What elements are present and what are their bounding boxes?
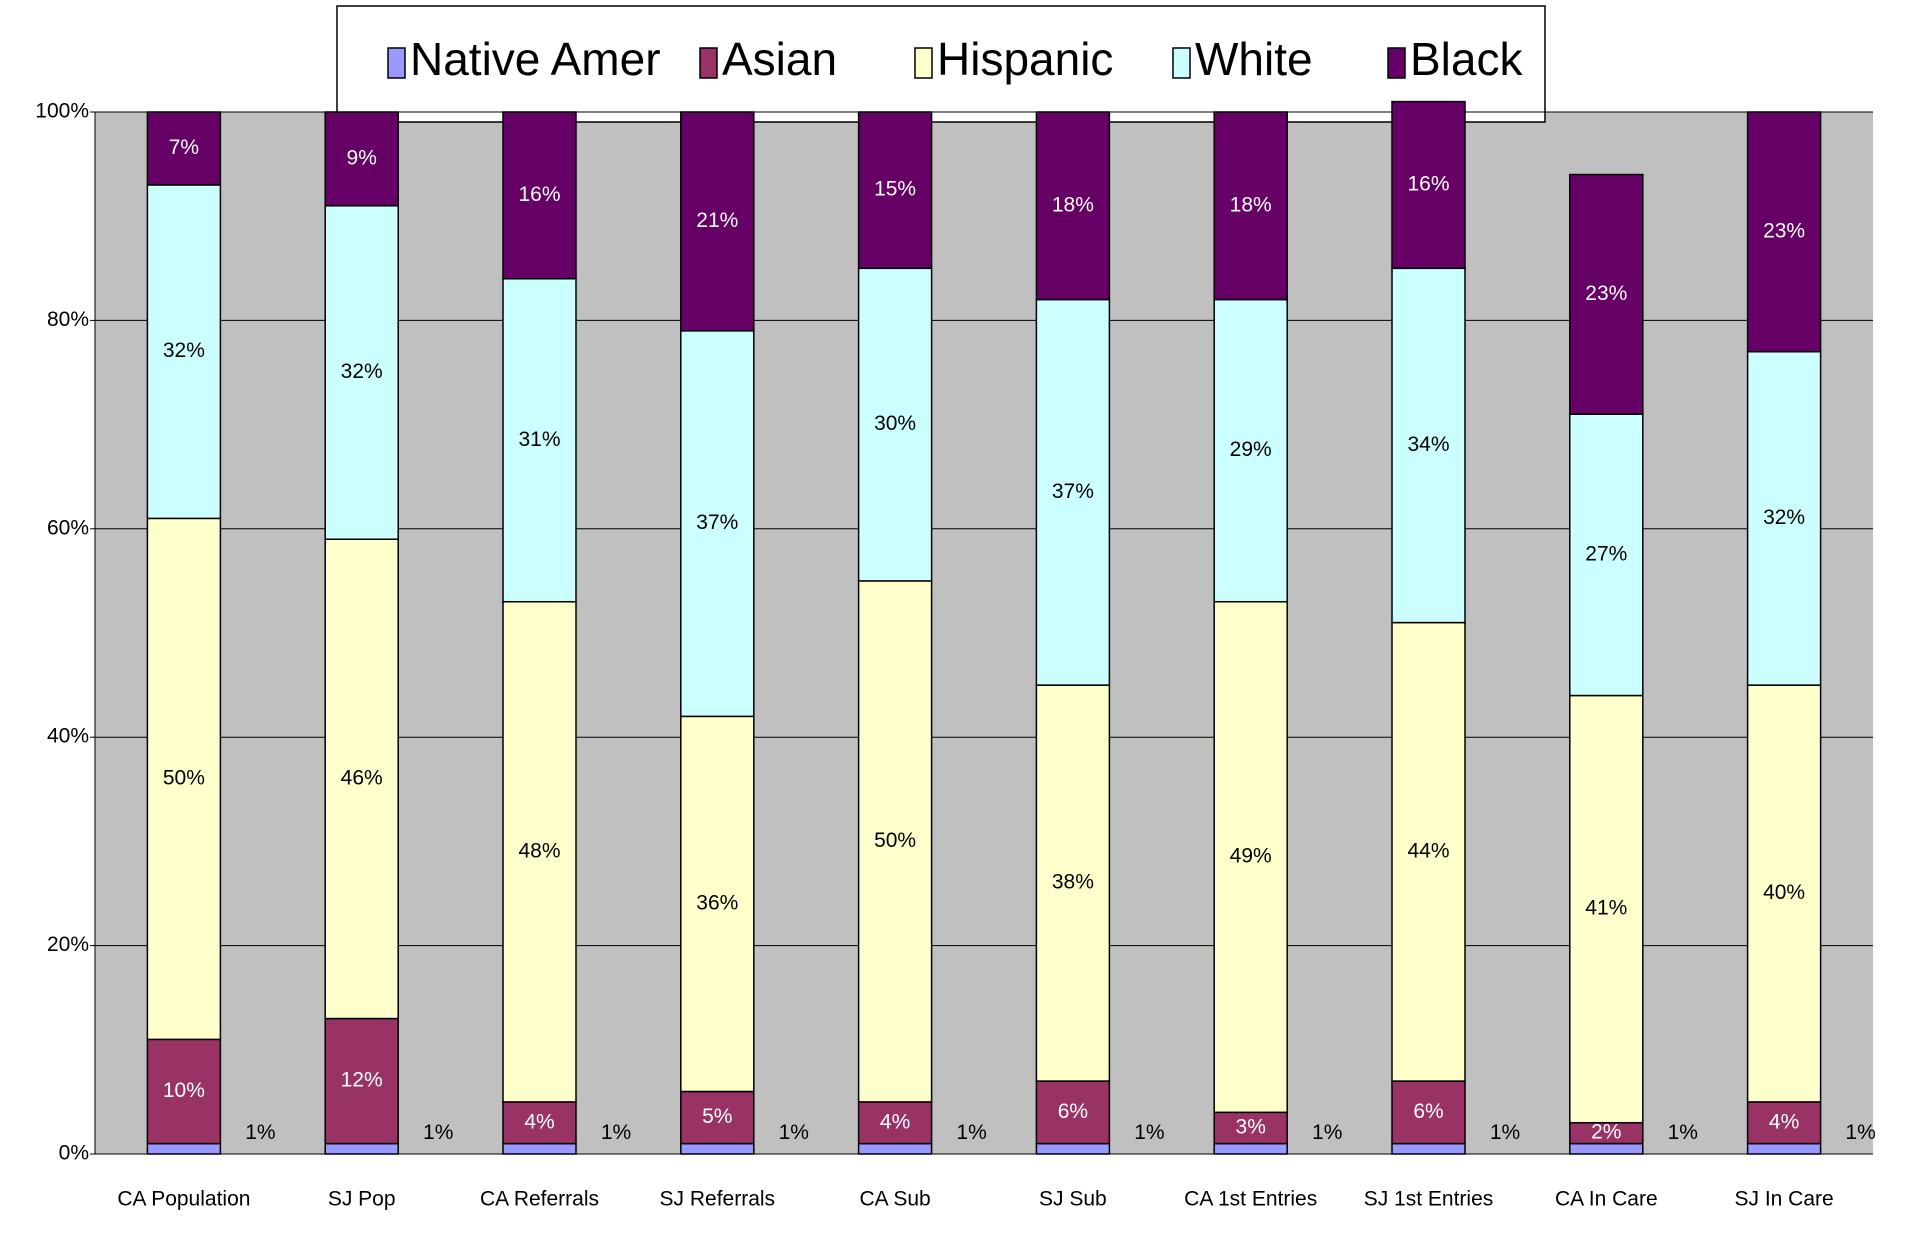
- data-label: 4%: [524, 1110, 554, 1133]
- data-label: 30%: [874, 412, 916, 435]
- y-tick-label: 40%: [47, 725, 89, 748]
- data-label: 7%: [169, 136, 199, 159]
- data-label: 32%: [341, 360, 383, 383]
- data-label: 18%: [1052, 193, 1094, 216]
- y-tick-label: 0%: [59, 1142, 89, 1165]
- data-label: 5%: [702, 1105, 732, 1128]
- legend-swatch: [1388, 48, 1405, 78]
- data-label: 50%: [874, 829, 916, 852]
- data-label: 36%: [696, 891, 738, 914]
- data-label: 32%: [1763, 506, 1805, 529]
- x-tick-label: CA 1st Entries: [1184, 1188, 1317, 1211]
- data-label: 9%: [347, 146, 377, 169]
- bar-segment: [859, 1144, 932, 1154]
- data-label: 10%: [163, 1079, 205, 1102]
- chart: 0% 20% 40% 60% 80% 100% CA Population 1% 10% 50% 3…: [0, 0, 1912, 1237]
- legend-label: Black: [1410, 33, 1523, 85]
- data-label: 16%: [1407, 172, 1449, 195]
- x-tick-label: SJ Sub: [1039, 1188, 1107, 1211]
- bar-segment: [681, 1144, 754, 1154]
- data-label: 3%: [1236, 1115, 1266, 1138]
- data-label: 50%: [163, 766, 205, 789]
- bar-segment: [325, 1144, 398, 1154]
- x-tick-label: SJ 1st Entries: [1364, 1188, 1494, 1211]
- data-label: 21%: [696, 209, 738, 232]
- x-tick-label: SJ Pop: [328, 1188, 396, 1211]
- x-tick-label: SJ Referrals: [660, 1188, 776, 1211]
- legend-label: Asian: [722, 33, 837, 85]
- data-label: 34%: [1407, 433, 1449, 456]
- data-label: 32%: [163, 339, 205, 362]
- data-label: 27%: [1585, 542, 1627, 565]
- data-label: 46%: [341, 766, 383, 789]
- x-tick-label: CA Population: [117, 1188, 250, 1211]
- data-label: 37%: [1052, 480, 1094, 503]
- data-label: 29%: [1230, 438, 1272, 461]
- data-label: 48%: [518, 839, 560, 862]
- x-tick-label: CA Referrals: [480, 1188, 599, 1211]
- data-label: 1%: [601, 1121, 631, 1144]
- data-label: 18%: [1230, 193, 1272, 216]
- data-label: 1%: [245, 1121, 275, 1144]
- x-tick-label: CA Sub: [859, 1188, 930, 1211]
- data-label: 15%: [874, 178, 916, 201]
- data-label: 31%: [518, 428, 560, 451]
- x-tick-label: CA In Care: [1555, 1188, 1658, 1211]
- data-label: 4%: [880, 1110, 910, 1133]
- y-tick-label: 20%: [47, 933, 89, 956]
- data-label: 23%: [1763, 219, 1805, 242]
- bar-segment: [1214, 1144, 1287, 1154]
- data-label: 23%: [1585, 282, 1627, 305]
- legend-swatch: [700, 48, 717, 78]
- data-label: 4%: [1769, 1110, 1799, 1133]
- data-label: 1%: [1312, 1121, 1342, 1144]
- data-label: 37%: [696, 511, 738, 534]
- data-label: 38%: [1052, 871, 1094, 894]
- data-label: 1%: [1845, 1121, 1875, 1144]
- data-label: 1%: [1490, 1121, 1520, 1144]
- data-label: 6%: [1058, 1100, 1088, 1123]
- bar-segment: [1392, 1144, 1465, 1154]
- data-label: 6%: [1413, 1100, 1443, 1123]
- bar-segment: [1748, 1144, 1821, 1154]
- data-label: 16%: [518, 183, 560, 206]
- data-label: 2%: [1591, 1121, 1621, 1144]
- bar-segment: [1570, 1144, 1643, 1154]
- data-label: 40%: [1763, 881, 1805, 904]
- legend-label: White: [1195, 33, 1313, 85]
- data-label: 1%: [423, 1121, 453, 1144]
- data-label: 1%: [779, 1121, 809, 1144]
- data-label: 49%: [1230, 845, 1272, 868]
- legend-swatch: [1173, 48, 1190, 78]
- x-tick-label: SJ In Care: [1734, 1188, 1833, 1211]
- data-label: 41%: [1585, 897, 1627, 920]
- legend-swatch: [915, 48, 932, 78]
- y-tick-label: 60%: [47, 516, 89, 539]
- data-label: 1%: [1134, 1121, 1164, 1144]
- y-tick-label: 100%: [35, 100, 89, 123]
- legend-label: Native Amer: [410, 33, 661, 85]
- data-label: 1%: [956, 1121, 986, 1144]
- y-tick-label: 80%: [47, 308, 89, 331]
- legend-label: Hispanic: [937, 33, 1113, 85]
- data-label: 12%: [341, 1069, 383, 1092]
- bar-segment: [147, 1144, 220, 1154]
- bar-segment: [503, 1144, 576, 1154]
- data-label: 1%: [1668, 1121, 1698, 1144]
- legend-swatch: [388, 48, 405, 78]
- data-label: 44%: [1407, 839, 1449, 862]
- bar-segment: [1036, 1144, 1109, 1154]
